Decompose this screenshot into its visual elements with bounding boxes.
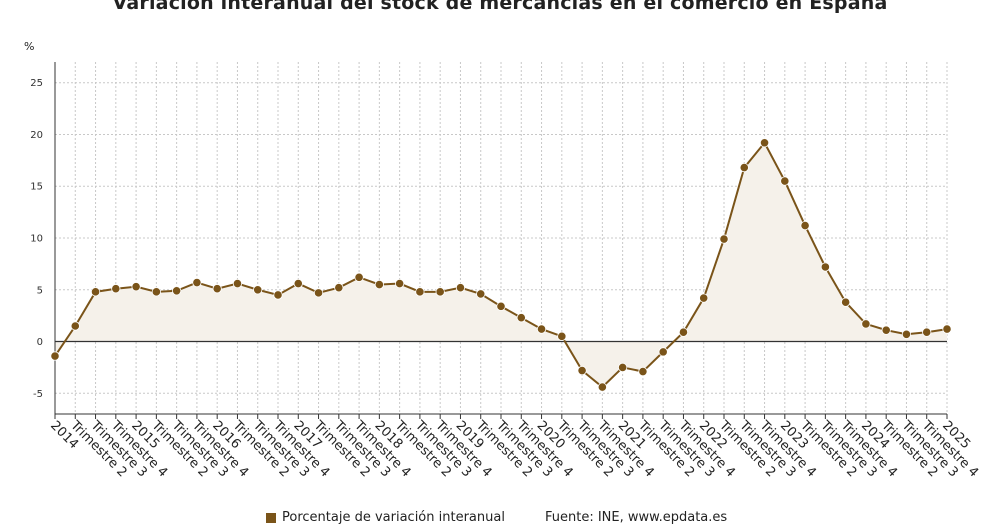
data-point — [212, 284, 222, 294]
data-point — [841, 297, 851, 307]
data-point — [151, 287, 161, 297]
y-tick-label: 0 — [37, 337, 43, 348]
data-point — [415, 287, 425, 297]
data-point — [313, 288, 324, 298]
data-point — [172, 286, 182, 296]
data-point — [699, 293, 709, 303]
data-point — [618, 362, 628, 373]
data-point — [577, 365, 587, 376]
y-tick-label: -5 — [33, 389, 43, 400]
data-point — [597, 382, 607, 392]
y-tick-label: 15 — [30, 182, 43, 193]
data-point — [111, 284, 121, 294]
data-point — [678, 327, 689, 337]
data-point — [901, 329, 912, 339]
data-point — [354, 272, 364, 282]
y-axis-unit: % — [24, 40, 35, 53]
data-point — [435, 287, 445, 297]
data-point — [70, 321, 80, 331]
data-point — [820, 262, 830, 272]
data-point — [90, 287, 101, 297]
source-note: Fuente: INE, www.epdata.es — [545, 510, 728, 525]
legend-swatch — [266, 512, 276, 523]
data-point — [881, 325, 891, 335]
data-point — [496, 301, 506, 311]
series-area — [55, 142, 947, 388]
data-point — [536, 324, 547, 334]
y-tick-label: 25 — [30, 78, 43, 89]
data-point — [253, 285, 263, 295]
data-point — [942, 324, 952, 334]
data-point — [455, 283, 466, 293]
legend: Porcentaje de variación interanual — [266, 510, 505, 525]
data-point — [658, 347, 668, 357]
data-point — [273, 290, 283, 300]
data-point — [192, 277, 202, 288]
data-point — [861, 319, 871, 329]
chart-title: Variación interanual del stock de mercan… — [112, 0, 888, 14]
data-point — [780, 176, 790, 186]
data-point — [800, 220, 810, 231]
legend-label: Porcentaje de variación interanual — [282, 510, 505, 525]
data-point — [516, 313, 526, 323]
y-tick-label: 20 — [30, 130, 43, 141]
data-point — [922, 327, 932, 337]
data-point — [719, 234, 729, 244]
data-point — [131, 282, 141, 292]
data-point — [334, 283, 344, 293]
data-point — [638, 366, 648, 377]
data-point — [232, 278, 243, 289]
data-point — [293, 278, 303, 289]
data-point — [50, 351, 60, 361]
data-point — [395, 278, 405, 289]
data-point — [759, 138, 770, 148]
data-point — [739, 163, 749, 173]
y-tick-label: 5 — [37, 285, 43, 296]
y-tick-label: 10 — [30, 234, 43, 245]
data-point — [557, 331, 567, 341]
data-point — [374, 279, 384, 290]
data-point — [476, 289, 486, 299]
